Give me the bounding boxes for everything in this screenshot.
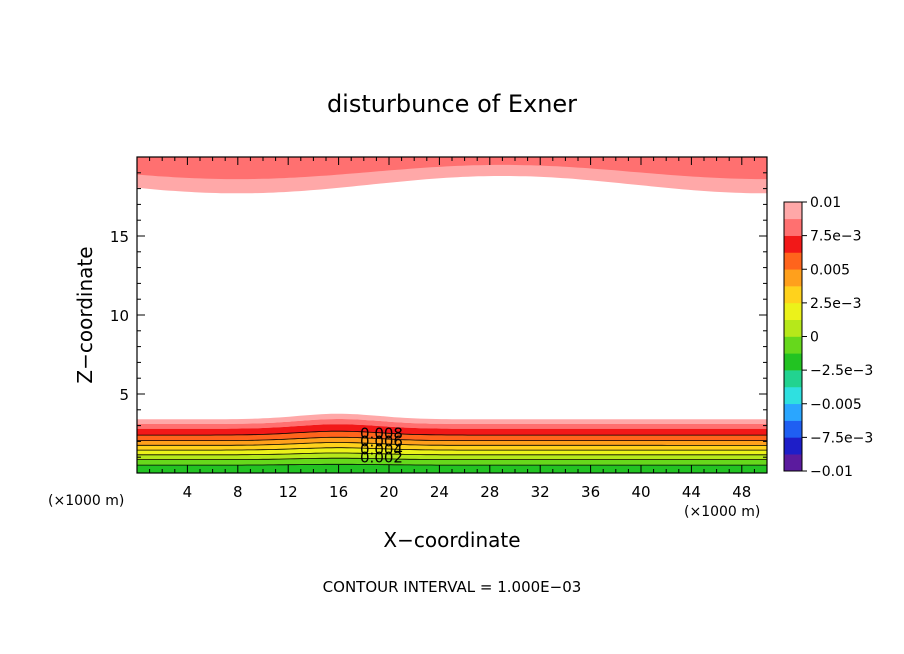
colorbar-segment: [784, 437, 802, 455]
colorbar-label: 0: [810, 330, 819, 346]
x-tick-label: 36: [581, 483, 600, 501]
contour-line-6: [137, 452, 767, 456]
contour-interval-note: CONTOUR INTERVAL = 1.000E−03: [323, 578, 582, 596]
colorbar-label: −0.01: [810, 464, 853, 480]
colorbar-segment: [784, 403, 802, 421]
colorbar-segment: [784, 269, 802, 287]
colorbar-segment: [784, 386, 802, 405]
contour-lines: [137, 430, 767, 466]
colorbar-label: 0.005: [810, 262, 850, 278]
x-axis: 4 8 12 16 20 24 28 32 36 40 44 48: [149, 157, 755, 501]
x-tick-label: 28: [480, 483, 499, 501]
colorbar-segment: [784, 302, 802, 320]
y-tick-label: 15: [110, 228, 129, 246]
colorbar: 0.01 7.5e−3 0.005 2.5e−3 0 −2.5e−3 −0.005 −7.5e…: [783, 195, 873, 480]
lower-band-6: [137, 447, 767, 455]
colorbar-segment: [784, 218, 802, 236]
contour-label: 0.002: [360, 448, 403, 466]
x-tick-label: 48: [732, 483, 751, 501]
colorbar-segment: [784, 252, 802, 270]
colorbar-segment: [784, 370, 802, 388]
colorbar-segment: [784, 454, 802, 472]
contour-line-8: [137, 463, 767, 466]
x-tick-label: 16: [329, 483, 348, 501]
lower-band-0: [137, 413, 767, 424]
contour-label: 0.008: [360, 425, 403, 443]
lower-band-1: [137, 419, 767, 429]
colorbar-label: 0.01: [810, 195, 841, 211]
x-tick-label: 32: [531, 483, 550, 501]
contour-line-3: [137, 436, 767, 441]
lower-band-9: [137, 464, 767, 473]
colorbar-segment: [784, 319, 802, 337]
lower-band-7: [137, 453, 767, 460]
x-axis-label: X−coordinate: [383, 528, 520, 552]
colorbar-label: −2.5e−3: [810, 363, 873, 379]
colorbar-segment: [784, 235, 802, 253]
contour-line-7: [137, 457, 767, 460]
colorbar-label: −0.005: [810, 397, 862, 413]
lower-band-5: [137, 442, 767, 451]
x-unit-left: (×1000 m): [48, 493, 124, 509]
x-unit-right: (×1000 m): [684, 504, 760, 520]
contour-line-2: [137, 430, 767, 436]
colorbar-segment: [784, 420, 802, 438]
x-tick-label: 12: [279, 483, 298, 501]
y-tick-label: 5: [119, 386, 129, 404]
colorbar-label: 2.5e−3: [810, 296, 862, 312]
x-tick-label: 8: [233, 483, 243, 501]
contour-line-4: [137, 442, 767, 446]
contour-line-5: [137, 447, 767, 451]
plot-fill: [137, 157, 767, 473]
colorbar-segment: [784, 353, 802, 371]
y-axis: 5 10 15: [110, 172, 767, 458]
lower-band-3: [137, 431, 767, 441]
lower-band-4: [137, 437, 767, 446]
colorbar-segment: [784, 202, 802, 220]
y-tick-label: 10: [110, 307, 129, 325]
y-axis-label: Z−coordinate: [73, 246, 97, 383]
chart-title: disturbunce of Exner: [327, 90, 577, 118]
contour-label: 0.004: [360, 441, 403, 459]
x-tick-label: 4: [183, 483, 193, 501]
colorbar-label: −7.5e−3: [810, 430, 873, 446]
colorbar-label: 7.5e−3: [810, 229, 862, 245]
x-tick-label: 40: [631, 483, 650, 501]
lower-band-2: [137, 424, 767, 436]
upper-band-1: [137, 157, 767, 180]
colorbar-segment: [784, 286, 802, 304]
x-tick-label: 44: [682, 483, 701, 501]
x-tick-label: 20: [379, 483, 398, 501]
colorbar-segment: [784, 336, 802, 354]
x-tick-label: 24: [430, 483, 449, 501]
contour-label: 0.006: [360, 433, 403, 451]
